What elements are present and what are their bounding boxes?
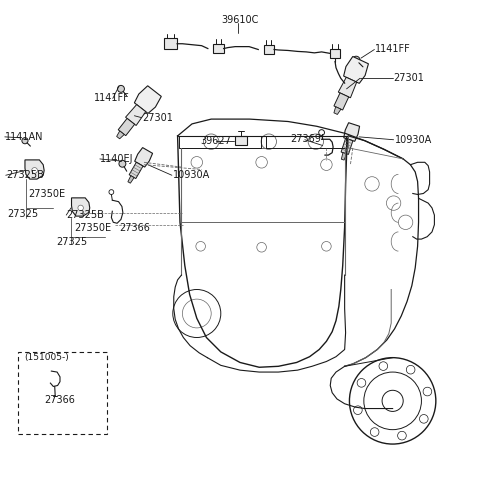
Polygon shape [126, 105, 146, 126]
Text: 1140EJ: 1140EJ [100, 154, 133, 164]
Circle shape [354, 406, 362, 414]
Polygon shape [117, 131, 124, 139]
Polygon shape [344, 57, 369, 84]
Polygon shape [135, 148, 153, 167]
Text: 1141FF: 1141FF [375, 43, 411, 54]
Circle shape [420, 414, 428, 423]
Polygon shape [334, 93, 348, 110]
Text: 27350E: 27350E [74, 223, 111, 233]
Text: 27301: 27301 [394, 73, 424, 83]
Circle shape [423, 387, 432, 396]
Circle shape [78, 205, 84, 211]
Text: 27350E: 27350E [28, 188, 65, 199]
Text: 27325: 27325 [7, 209, 38, 219]
Circle shape [397, 431, 406, 440]
Text: 27366: 27366 [44, 395, 75, 405]
Text: 27366: 27366 [119, 223, 150, 233]
Polygon shape [344, 123, 360, 142]
Circle shape [379, 362, 388, 370]
FancyBboxPatch shape [264, 45, 274, 54]
Polygon shape [134, 86, 161, 114]
Polygon shape [341, 153, 347, 160]
Text: 27325: 27325 [57, 238, 88, 247]
Text: 1141FF: 1141FF [94, 93, 129, 103]
Polygon shape [338, 77, 357, 98]
Circle shape [357, 379, 366, 387]
Text: 27325B: 27325B [6, 170, 44, 180]
Text: 10930A: 10930A [173, 170, 210, 180]
Text: 27301: 27301 [142, 113, 173, 123]
Text: 27369: 27369 [290, 134, 321, 144]
FancyBboxPatch shape [164, 39, 177, 49]
Text: (151005-): (151005-) [24, 353, 69, 362]
Text: 1141AN: 1141AN [5, 132, 43, 142]
Text: 27325B: 27325B [66, 210, 104, 220]
Circle shape [352, 56, 360, 64]
Polygon shape [334, 107, 341, 114]
Text: 10930A: 10930A [395, 135, 432, 145]
Circle shape [32, 168, 37, 173]
Circle shape [119, 160, 126, 167]
Polygon shape [25, 160, 44, 179]
Polygon shape [72, 198, 90, 216]
Text: 39610C: 39610C [222, 15, 259, 25]
FancyBboxPatch shape [235, 136, 247, 145]
Circle shape [406, 365, 415, 374]
Polygon shape [118, 118, 134, 136]
Polygon shape [129, 162, 143, 179]
Circle shape [371, 428, 379, 436]
FancyBboxPatch shape [330, 48, 340, 58]
Text: 39627: 39627 [201, 136, 231, 146]
FancyBboxPatch shape [213, 44, 224, 53]
Circle shape [22, 138, 28, 144]
Polygon shape [128, 176, 134, 183]
Polygon shape [341, 138, 353, 155]
Circle shape [118, 85, 124, 92]
